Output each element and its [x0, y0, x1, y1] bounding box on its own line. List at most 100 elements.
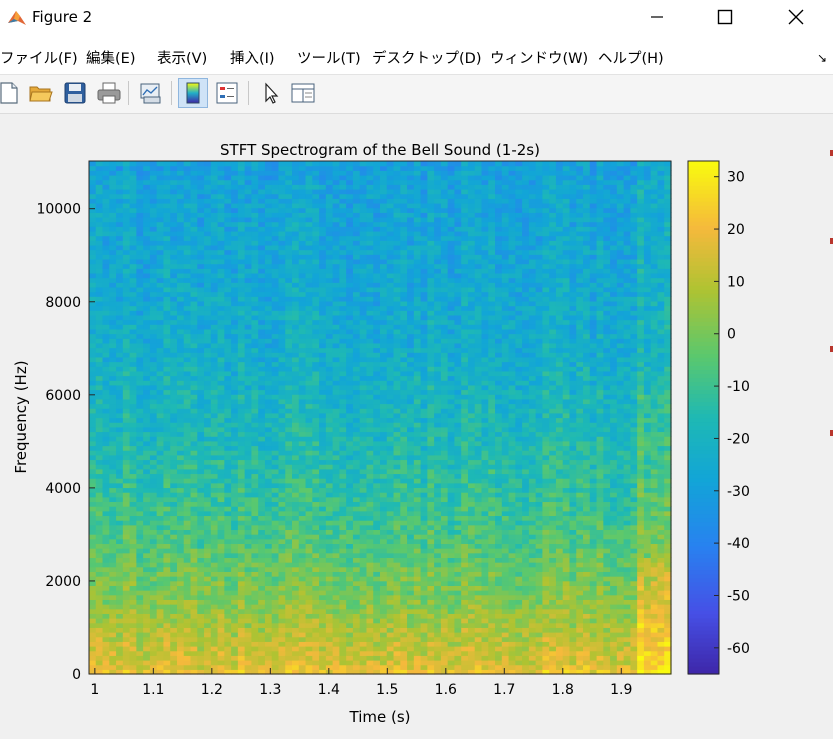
spectrogram-cell — [129, 552, 137, 559]
spectrogram-cell — [380, 669, 388, 675]
close-button[interactable] — [773, 0, 819, 34]
spectrogram-cell — [95, 161, 104, 167]
spectrogram-cell — [122, 272, 131, 279]
menu-file[interactable]: ファイル(F) — [0, 51, 78, 67]
spectrogram-cell — [224, 445, 232, 451]
spectrogram-figure[interactable]: STFT Spectrogram of the Bell Sound (1-2s… — [0, 114, 833, 735]
spectrogram-cell — [346, 174, 354, 181]
spectrogram-cell — [271, 590, 280, 596]
spectrogram-cell — [359, 249, 368, 255]
spectrogram-cell — [116, 613, 124, 619]
spectrogram-cell — [102, 445, 110, 451]
spectrogram-cell — [156, 202, 165, 209]
spectrogram-cell — [204, 445, 212, 451]
spectrogram-cell — [143, 412, 151, 419]
spectrogram-cell — [346, 590, 354, 596]
spectrogram-cell — [292, 193, 300, 199]
menu-window[interactable]: ウィンドウ(W) — [490, 51, 589, 67]
spectrogram-cell — [204, 272, 212, 279]
menu-view[interactable]: 表示(V) — [157, 51, 208, 67]
spectrogram-cell — [359, 534, 368, 540]
spectrogram-cell — [109, 506, 117, 512]
menu-edit[interactable]: 編集(E) — [86, 51, 136, 67]
legend-button[interactable] — [212, 78, 242, 108]
spectrogram-cell — [149, 370, 158, 377]
spectrogram-cell — [190, 548, 198, 554]
spectrogram-cell — [298, 352, 307, 358]
spectrogram-cell — [278, 650, 286, 656]
spectrogram-cell — [386, 249, 395, 255]
spectrogram-cell — [163, 375, 171, 381]
spectrogram-cell — [170, 622, 178, 628]
spectrogram-cell — [156, 314, 165, 321]
spectrogram-cell — [380, 389, 388, 395]
property-inspector-icon — [291, 83, 315, 103]
spectrogram-cell — [373, 352, 381, 358]
new-figure-button[interactable] — [0, 78, 24, 108]
spectrogram-cell — [176, 450, 185, 456]
spectrogram-cell — [116, 506, 124, 512]
spectrogram-cell — [89, 384, 97, 391]
menu-desktop[interactable]: デスクトップ(D) — [372, 51, 482, 67]
spectrogram-cell — [359, 496, 368, 503]
spectrogram-cell — [129, 501, 137, 507]
spectrogram-cell — [305, 636, 313, 642]
spectrogram-cell — [156, 268, 165, 274]
spectrogram-cell — [352, 221, 361, 227]
property-inspector-button[interactable] — [288, 78, 318, 108]
colorbar-button[interactable] — [178, 78, 208, 108]
spectrogram-cell — [156, 594, 165, 600]
spectrogram-cell — [224, 403, 232, 409]
spectrogram-cell — [325, 161, 334, 167]
spectrogram-cell — [325, 347, 334, 353]
spectrogram-cell — [176, 170, 185, 176]
spectrogram-cell — [149, 244, 158, 251]
spectrogram-cell — [393, 650, 401, 656]
menu-help[interactable]: ヘルプ(H) — [598, 51, 664, 67]
menu-insert[interactable]: 挿入(I) — [230, 51, 275, 67]
open-button[interactable] — [26, 78, 56, 108]
spectrogram-cell — [380, 543, 388, 549]
link-plot-button[interactable] — [136, 78, 166, 108]
spectrogram-cell — [163, 524, 171, 531]
spectrogram-image[interactable] — [89, 161, 672, 675]
save-button[interactable] — [60, 78, 90, 108]
maximize-button[interactable] — [702, 0, 748, 34]
spectrogram-cell — [109, 622, 117, 628]
spectrogram-cell — [149, 263, 158, 269]
spectrogram-cell — [352, 585, 361, 591]
spectrogram-cell — [264, 310, 273, 316]
spectrogram-cell — [217, 412, 225, 419]
edit-plot-button[interactable] — [256, 78, 286, 108]
spectrogram-cell — [102, 249, 110, 255]
spectrogram-cell — [237, 529, 246, 535]
menu-overflow-arrow-icon[interactable]: ↘ — [816, 51, 827, 65]
spectrogram-cell — [359, 347, 368, 353]
spectrogram-cell — [217, 496, 225, 503]
spectrogram-cell — [352, 370, 361, 377]
spectrogram-cell — [116, 254, 124, 260]
spectrogram-cell — [204, 305, 212, 311]
spectrogram-cell — [305, 193, 313, 199]
spectrogram-cell — [346, 291, 354, 297]
print-button[interactable] — [94, 78, 124, 108]
spectrogram-cell — [373, 669, 381, 675]
minimize-button[interactable] — [634, 0, 680, 34]
spectrogram-cell — [339, 646, 347, 652]
spectrogram-cell — [109, 524, 117, 531]
spectrogram-cell — [352, 347, 361, 353]
spectrogram-cell — [237, 221, 246, 227]
spectrogram-cell — [170, 636, 178, 642]
spectrogram-cell — [129, 389, 137, 395]
spectrogram-cell — [217, 249, 225, 255]
spectrogram-cell — [149, 384, 158, 391]
spectrogram-cell — [176, 375, 185, 381]
spectrogram-cell — [305, 268, 313, 274]
spectrogram-cell — [210, 510, 219, 517]
spectrogram-cell — [217, 230, 225, 237]
spectrogram-cell — [102, 650, 110, 656]
spectrogram-cell — [183, 445, 192, 451]
spectrogram-cell — [258, 268, 266, 274]
spectrogram-cell — [386, 450, 395, 456]
menu-tools[interactable]: ツール(T) — [297, 51, 361, 67]
